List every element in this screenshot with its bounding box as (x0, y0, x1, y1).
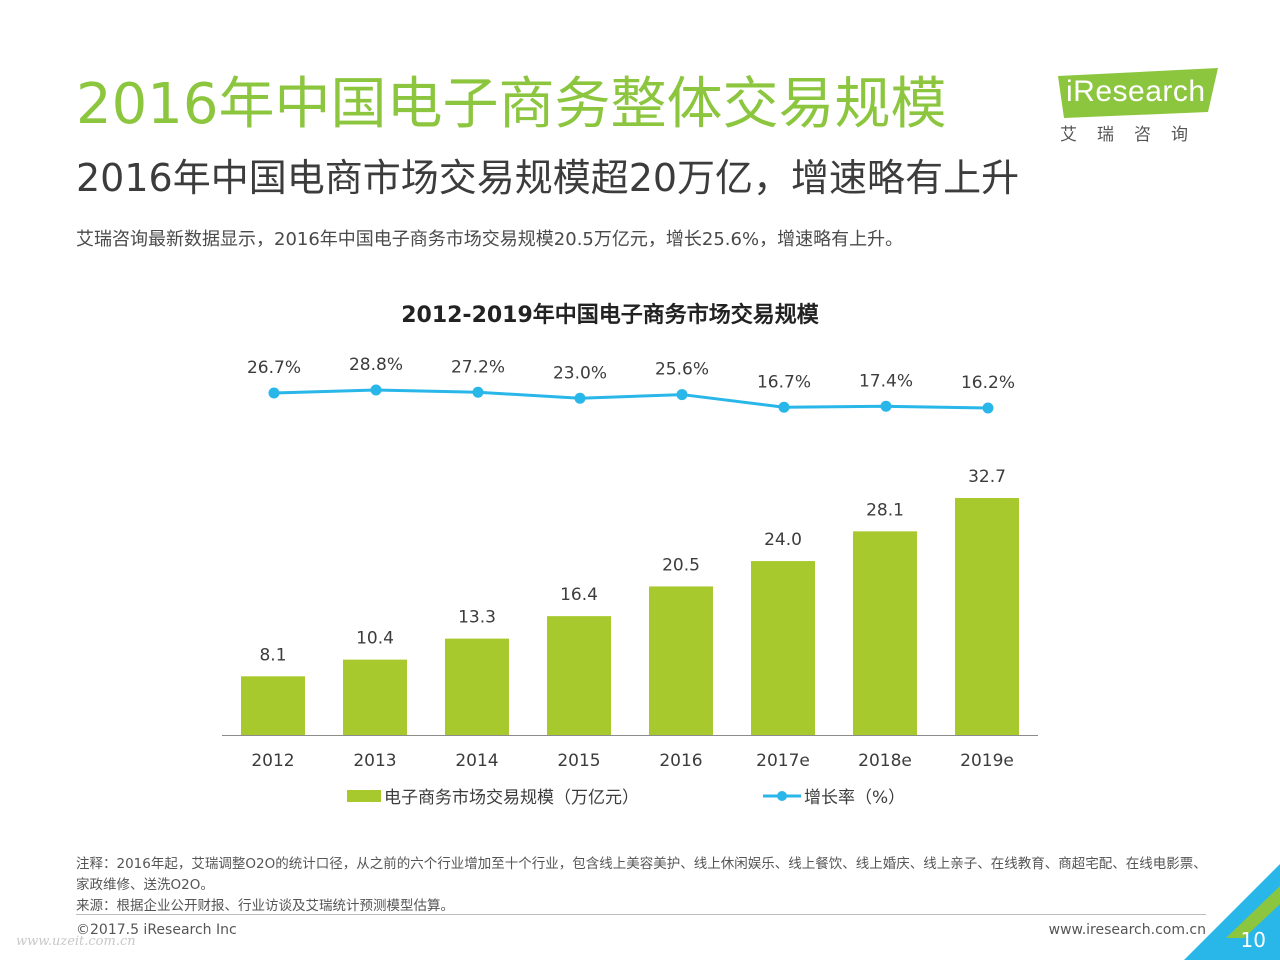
growth-point-2013 (370, 384, 382, 396)
bar-2014 (445, 638, 509, 735)
bar-label-2015: 16.4 (560, 585, 598, 605)
logo-subtitle: 艾瑞咨询 (1060, 125, 1208, 145)
legend-bar-label: 电子商务市场交易规模（万亿元） (384, 788, 639, 808)
bar-label-2019e: 32.7 (968, 467, 1006, 487)
growth-label-2015: 23.0% (553, 363, 607, 383)
growth-point-2012 (268, 387, 280, 399)
bar-label-2018e: 28.1 (866, 500, 904, 520)
x-tick-label-2015: 2015 (557, 751, 600, 771)
legend-bar-swatch (347, 790, 381, 802)
x-tick-label-2019e: 2019e (960, 751, 1014, 771)
website-url: www.iresearch.com.cn (1048, 922, 1206, 938)
bar-2016 (649, 586, 713, 735)
growth-point-2015 (574, 392, 586, 404)
growth-label-2018e: 17.4% (859, 371, 913, 391)
bar-2019e (955, 498, 1019, 735)
growth-label-2017e: 16.7% (757, 372, 811, 392)
growth-point-2018e (880, 400, 892, 412)
x-tick-label-2013: 2013 (353, 751, 396, 771)
legend-line-marker (777, 791, 787, 801)
logo-wordmark: iResearch (1066, 75, 1206, 108)
page-number: 10 (1240, 928, 1266, 952)
bar-2017e (751, 561, 815, 735)
growth-label-2016: 25.6% (655, 360, 709, 380)
growth-label-2012: 26.7% (247, 358, 301, 378)
page-description: 艾瑞咨询最新数据显示，2016年中国电子商务市场交易规模20.5万亿元，增长25… (76, 229, 904, 250)
bar-label-2017e: 24.0 (764, 530, 802, 550)
page-title: 2016年中国电子商务整体交易规模 (76, 72, 947, 137)
bar-label-2016: 20.5 (662, 555, 700, 575)
growth-label-2014: 27.2% (451, 357, 505, 377)
footnote: 注释：2016年起，艾瑞调整O2O的统计口径，从之前的六个行业增加至十个行业，包… (76, 854, 1216, 917)
corner-decoration-icon (1184, 864, 1280, 960)
growth-point-2017e (778, 401, 790, 413)
iresearch-logo: iResearch 艾瑞咨询 (1052, 66, 1220, 150)
x-tick-label-2012: 2012 (251, 751, 294, 771)
bar-label-2012: 8.1 (259, 645, 286, 665)
x-tick-label-2017e: 2017e (756, 751, 810, 771)
growth-point-2019e (982, 402, 994, 414)
growth-point-2014 (472, 386, 484, 398)
logo-banner-icon (1058, 68, 1218, 118)
x-tick-label-2016: 2016 (659, 751, 702, 771)
bar-2015 (547, 616, 611, 735)
legend-line-label: 增长率（%） (804, 788, 905, 808)
page-subtitle: 2016年中国电商市场交易规模超20万亿，增速略有上升 (76, 156, 1020, 200)
growth-label-2013: 28.8% (349, 355, 403, 375)
footnote-source: 来源：根据企业公开财报、行业访谈及艾瑞统计预测模型估算。 (76, 898, 454, 914)
footnote-note: 注释：2016年起，艾瑞调整O2O的统计口径，从之前的六个行业增加至十个行业，包… (76, 856, 1207, 893)
x-tick-label-2014: 2014 (455, 751, 498, 771)
chart-title: 2012-2019年中国电子商务市场交易规模 (401, 302, 820, 328)
bar-label-2013: 10.4 (356, 629, 394, 649)
x-tick-label-2018e: 2018e (858, 751, 912, 771)
footer-divider (76, 914, 1206, 915)
bar-2013 (343, 659, 407, 735)
growth-rate-line (273, 388, 989, 410)
bar-2012 (241, 676, 305, 735)
watermark: www.uzeit.com.cn (16, 934, 136, 949)
bar-label-2014: 13.3 (458, 608, 496, 628)
bar-2018e (853, 531, 917, 735)
copyright: ©2017.5 iResearch Inc (76, 922, 237, 938)
growth-label-2019e: 16.2% (961, 373, 1015, 393)
growth-point-2016 (676, 389, 688, 401)
